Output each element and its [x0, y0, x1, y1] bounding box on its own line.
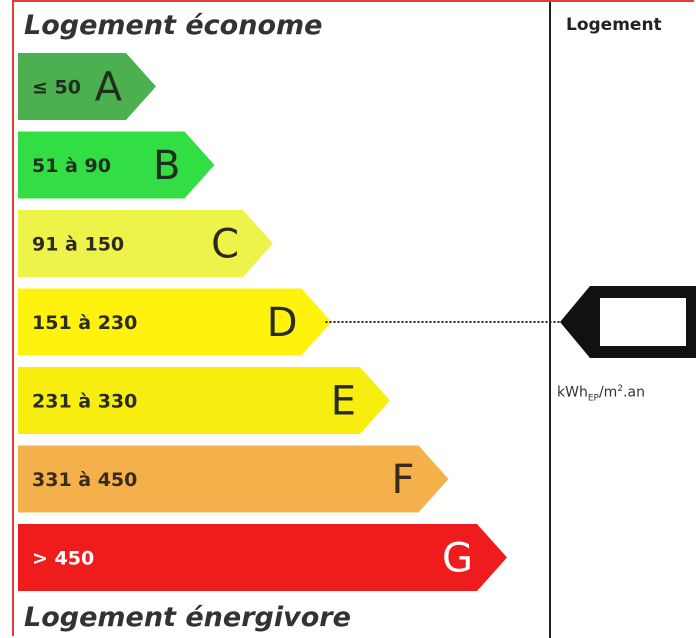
class-arrow-f — [18, 445, 449, 513]
heading-economical: Logement économe — [24, 10, 323, 41]
class-arrow-d — [18, 288, 332, 356]
class-bar-b: 51 à 90 B — [18, 131, 215, 199]
unit-label: kWhEP/m2.an — [557, 384, 645, 403]
class-range-label: 91 à 150 — [32, 234, 124, 256]
label-frame — [12, 0, 694, 636]
class-letter-label: D — [267, 300, 298, 346]
class-range-label: ≤ 50 — [32, 77, 81, 99]
column-divider — [549, 2, 551, 638]
class-letter-label: G — [442, 536, 473, 582]
class-arrow-e — [18, 367, 390, 434]
class-bar-d: 151 à 230 D — [18, 288, 332, 356]
unit-end: .an — [623, 384, 645, 401]
class-range-label: 151 à 230 — [32, 312, 137, 334]
right-column-title: Logement — [566, 15, 662, 35]
class-arrow-c — [18, 210, 273, 277]
class-bar-a: ≤ 50 A — [18, 53, 156, 120]
unit-subscript: EP — [587, 393, 599, 404]
class-letter-label: F — [391, 457, 414, 503]
unit-superscript: 2 — [617, 384, 624, 394]
class-letter-label: C — [211, 222, 239, 268]
class-bar-c: 91 à 150 C — [18, 210, 273, 277]
class-range-label: > 450 — [32, 548, 94, 570]
class-range-label: 231 à 330 — [32, 391, 137, 413]
heading-energy-intensive: Logement énergivore — [24, 602, 351, 633]
class-bar-f: 331 à 450 F — [18, 445, 449, 513]
class-arrow-g — [18, 524, 507, 591]
unit-rest: /m — [598, 384, 618, 401]
unit-main: kWh — [557, 384, 588, 401]
class-bar-g: > 450 G — [18, 524, 507, 591]
class-range-label: 331 à 450 — [32, 469, 137, 491]
class-letter-label: A — [95, 65, 123, 111]
class-arrow-a — [18, 53, 156, 120]
class-arrow-b — [18, 131, 215, 199]
value-box — [600, 298, 686, 346]
class-range-label: 51 à 90 — [32, 155, 111, 177]
class-letter-label: E — [331, 379, 356, 425]
class-letter-label: B — [153, 143, 180, 189]
class-bar-e: 231 à 330 E — [18, 367, 390, 434]
